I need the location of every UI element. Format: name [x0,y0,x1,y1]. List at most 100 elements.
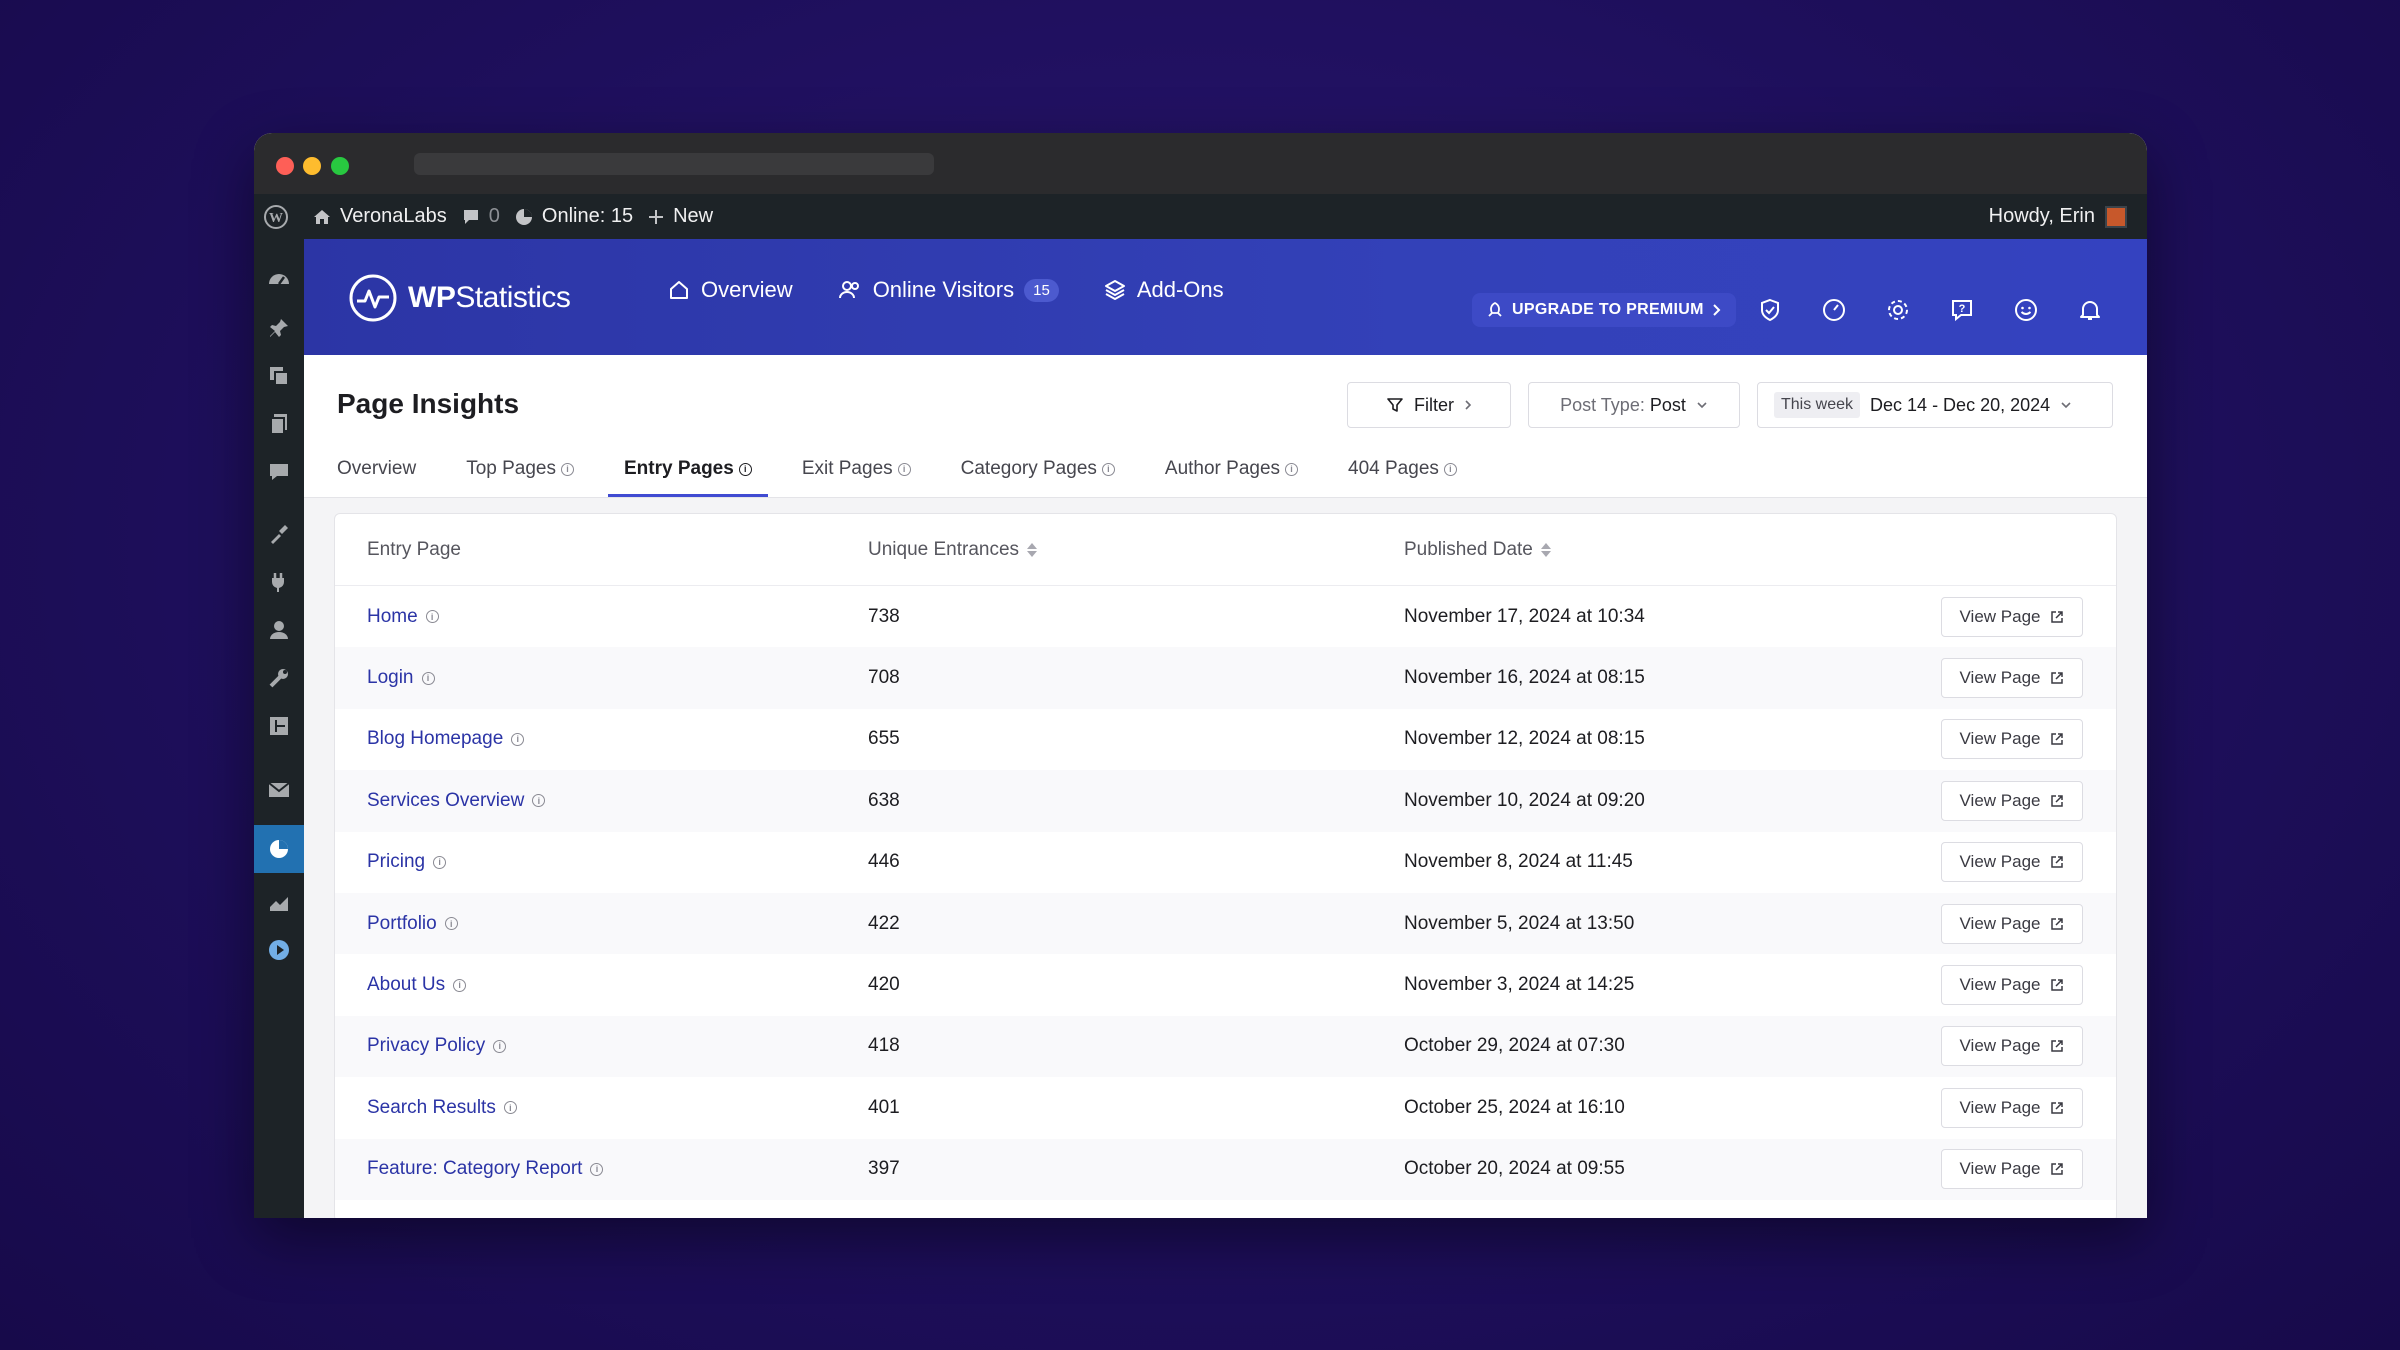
entry-page-link[interactable]: About Us i [367,974,467,996]
appearance-icon[interactable] [266,521,292,547]
rocket-icon [1488,301,1502,317]
table-row: Privacy Policy i 418 October 29, 2024 at 07… [335,1015,2116,1078]
main-content: WPStatistics Overview Online Visitors 15… [304,239,2147,1218]
post-type-select[interactable]: Post Type: Post [1528,382,1740,428]
tab-author-pages[interactable]: Author Pages i [1149,458,1314,497]
entry-page-link[interactable]: Pricing i [367,851,447,873]
view-page-button[interactable]: View Page [1941,658,2083,699]
online-visitors-link[interactable]: Online: 15 [514,205,633,228]
date-range-picker[interactable]: This week Dec 14 - Dec 20, 2024 [1757,382,2113,428]
nav-overview[interactable]: Overview [667,277,793,303]
unique-entrances-value: 397 [868,1158,900,1180]
tab-top-pages[interactable]: Top Pages i [450,458,590,497]
gear-icon[interactable] [1885,297,1911,323]
view-page-button[interactable]: View Page [1941,719,2083,760]
analytics-chart-icon[interactable] [266,889,292,915]
column-unique-entrances[interactable]: Unique Entrances [868,539,1038,561]
settings-icon[interactable] [266,713,292,739]
view-page-button[interactable]: View Page [1941,1149,2083,1190]
tab-exit-pages[interactable]: Exit Pages i [786,458,927,497]
comments-icon[interactable] [266,459,292,485]
entry-page-link[interactable]: Portfolio i [367,913,458,935]
new-content-link[interactable]: New [647,205,713,228]
users-icon[interactable] [266,617,292,643]
filter-icon [1387,398,1403,412]
entry-page-link[interactable]: Services Overview i [367,790,546,812]
site-name-link[interactable]: VeronaLabs [312,205,447,228]
statistics-pie-icon [266,836,292,862]
upgrade-to-premium-button[interactable]: UPGRADE TO PREMIUM [1472,293,1736,327]
nav-online-visitors[interactable]: Online Visitors 15 [837,277,1059,303]
my-account-link[interactable]: Howdy, Erin [1989,205,2127,228]
unique-entrances-value: 446 [868,851,900,873]
info-icon: i [421,671,435,685]
help-icon[interactable]: ? [1949,297,1975,323]
published-date-value: October 25, 2024 at 16:10 [1404,1096,1625,1118]
entry-page-link[interactable]: Feature: Category Report i [367,1158,604,1180]
view-page-button[interactable]: View Page [1941,780,2083,821]
pie-chart-icon [515,208,532,225]
svg-text:?: ? [1959,303,1966,315]
tab-category-pages[interactable]: Category Pages i [945,458,1131,497]
comments-link[interactable]: 0 [461,205,500,228]
external-link-icon [2051,610,2064,623]
external-link-icon [2051,917,2064,930]
media-icon[interactable] [266,363,292,389]
play-icon[interactable] [266,937,292,963]
entry-page-link[interactable]: Login i [367,667,435,689]
pages-icon[interactable] [266,411,292,437]
published-date-value: November 5, 2024 at 13:50 [1404,912,1635,934]
gauge-icon[interactable] [1821,297,1847,323]
view-page-button[interactable]: View Page [1941,1026,2083,1067]
shield-icon[interactable] [1757,297,1783,323]
minimize-window-button[interactable] [303,157,321,175]
published-date-value: November 16, 2024 at 08:15 [1404,667,1645,689]
wp-admin-sidebar [254,239,304,1218]
plugin-nav: Overview Online Visitors 15 Add-Ons [667,277,1224,303]
nav-add-ons[interactable]: Add-Ons [1103,277,1224,303]
wp-statistics-logo[interactable]: WPStatistics [348,273,571,323]
view-page-button[interactable]: View Page [1941,596,2083,637]
unique-entrances-value: 422 [868,912,900,934]
tab-404-pages[interactable]: 404 Pages i [1332,458,1473,497]
tab-overview[interactable]: Overview [337,458,417,479]
unique-entrances-value: 420 [868,974,900,996]
filter-button[interactable]: Filter [1347,382,1511,428]
dashboard-icon[interactable] [266,267,292,293]
close-window-button[interactable] [276,157,294,175]
tab-entry-pages[interactable]: Entry Pages i [607,458,768,497]
wordpress-logo-icon[interactable]: W [254,204,298,230]
column-published-date[interactable]: Published Date [1404,539,1551,561]
published-date-value: November 3, 2024 at 14:25 [1404,974,1635,996]
comment-icon [463,209,478,224]
address-bar[interactable] [414,153,934,175]
smile-icon[interactable] [2013,297,2039,323]
published-date-value: October 20, 2024 at 09:55 [1404,1158,1625,1180]
plugins-icon[interactable] [266,569,292,595]
view-page-button[interactable]: View Page [1941,903,2083,944]
info-icon: i [897,462,911,476]
entry-page-link[interactable]: Home i [367,606,439,628]
tools-icon[interactable] [266,665,292,691]
pin-icon[interactable] [266,315,292,341]
published-date-value: November 8, 2024 at 11:45 [1404,851,1633,873]
info-icon: i [560,462,574,476]
info-icon: i [493,1039,507,1053]
view-page-button[interactable]: View Page [1941,1087,2083,1128]
page-title: Page Insights [337,388,520,419]
view-page-button[interactable]: View Page [1941,842,2083,883]
entry-page-link[interactable]: Blog Homepage i [367,728,525,750]
maximize-window-button[interactable] [331,157,349,175]
chevron-right-icon [1713,304,1721,316]
view-page-button[interactable]: View Page [1941,965,2083,1006]
bell-icon[interactable] [2077,297,2103,323]
svg-text:W: W [269,211,283,226]
external-link-icon [2051,1163,2064,1175]
entry-page-link[interactable]: Search Results i [367,1097,517,1119]
entry-page-link[interactable]: Privacy Policy i [367,1035,507,1057]
mail-icon[interactable] [266,777,292,803]
unique-entrances-value: 418 [868,1035,900,1057]
header-actions: ? [1757,297,2103,323]
sort-icon [1540,542,1551,557]
external-link-icon [2051,1102,2064,1114]
